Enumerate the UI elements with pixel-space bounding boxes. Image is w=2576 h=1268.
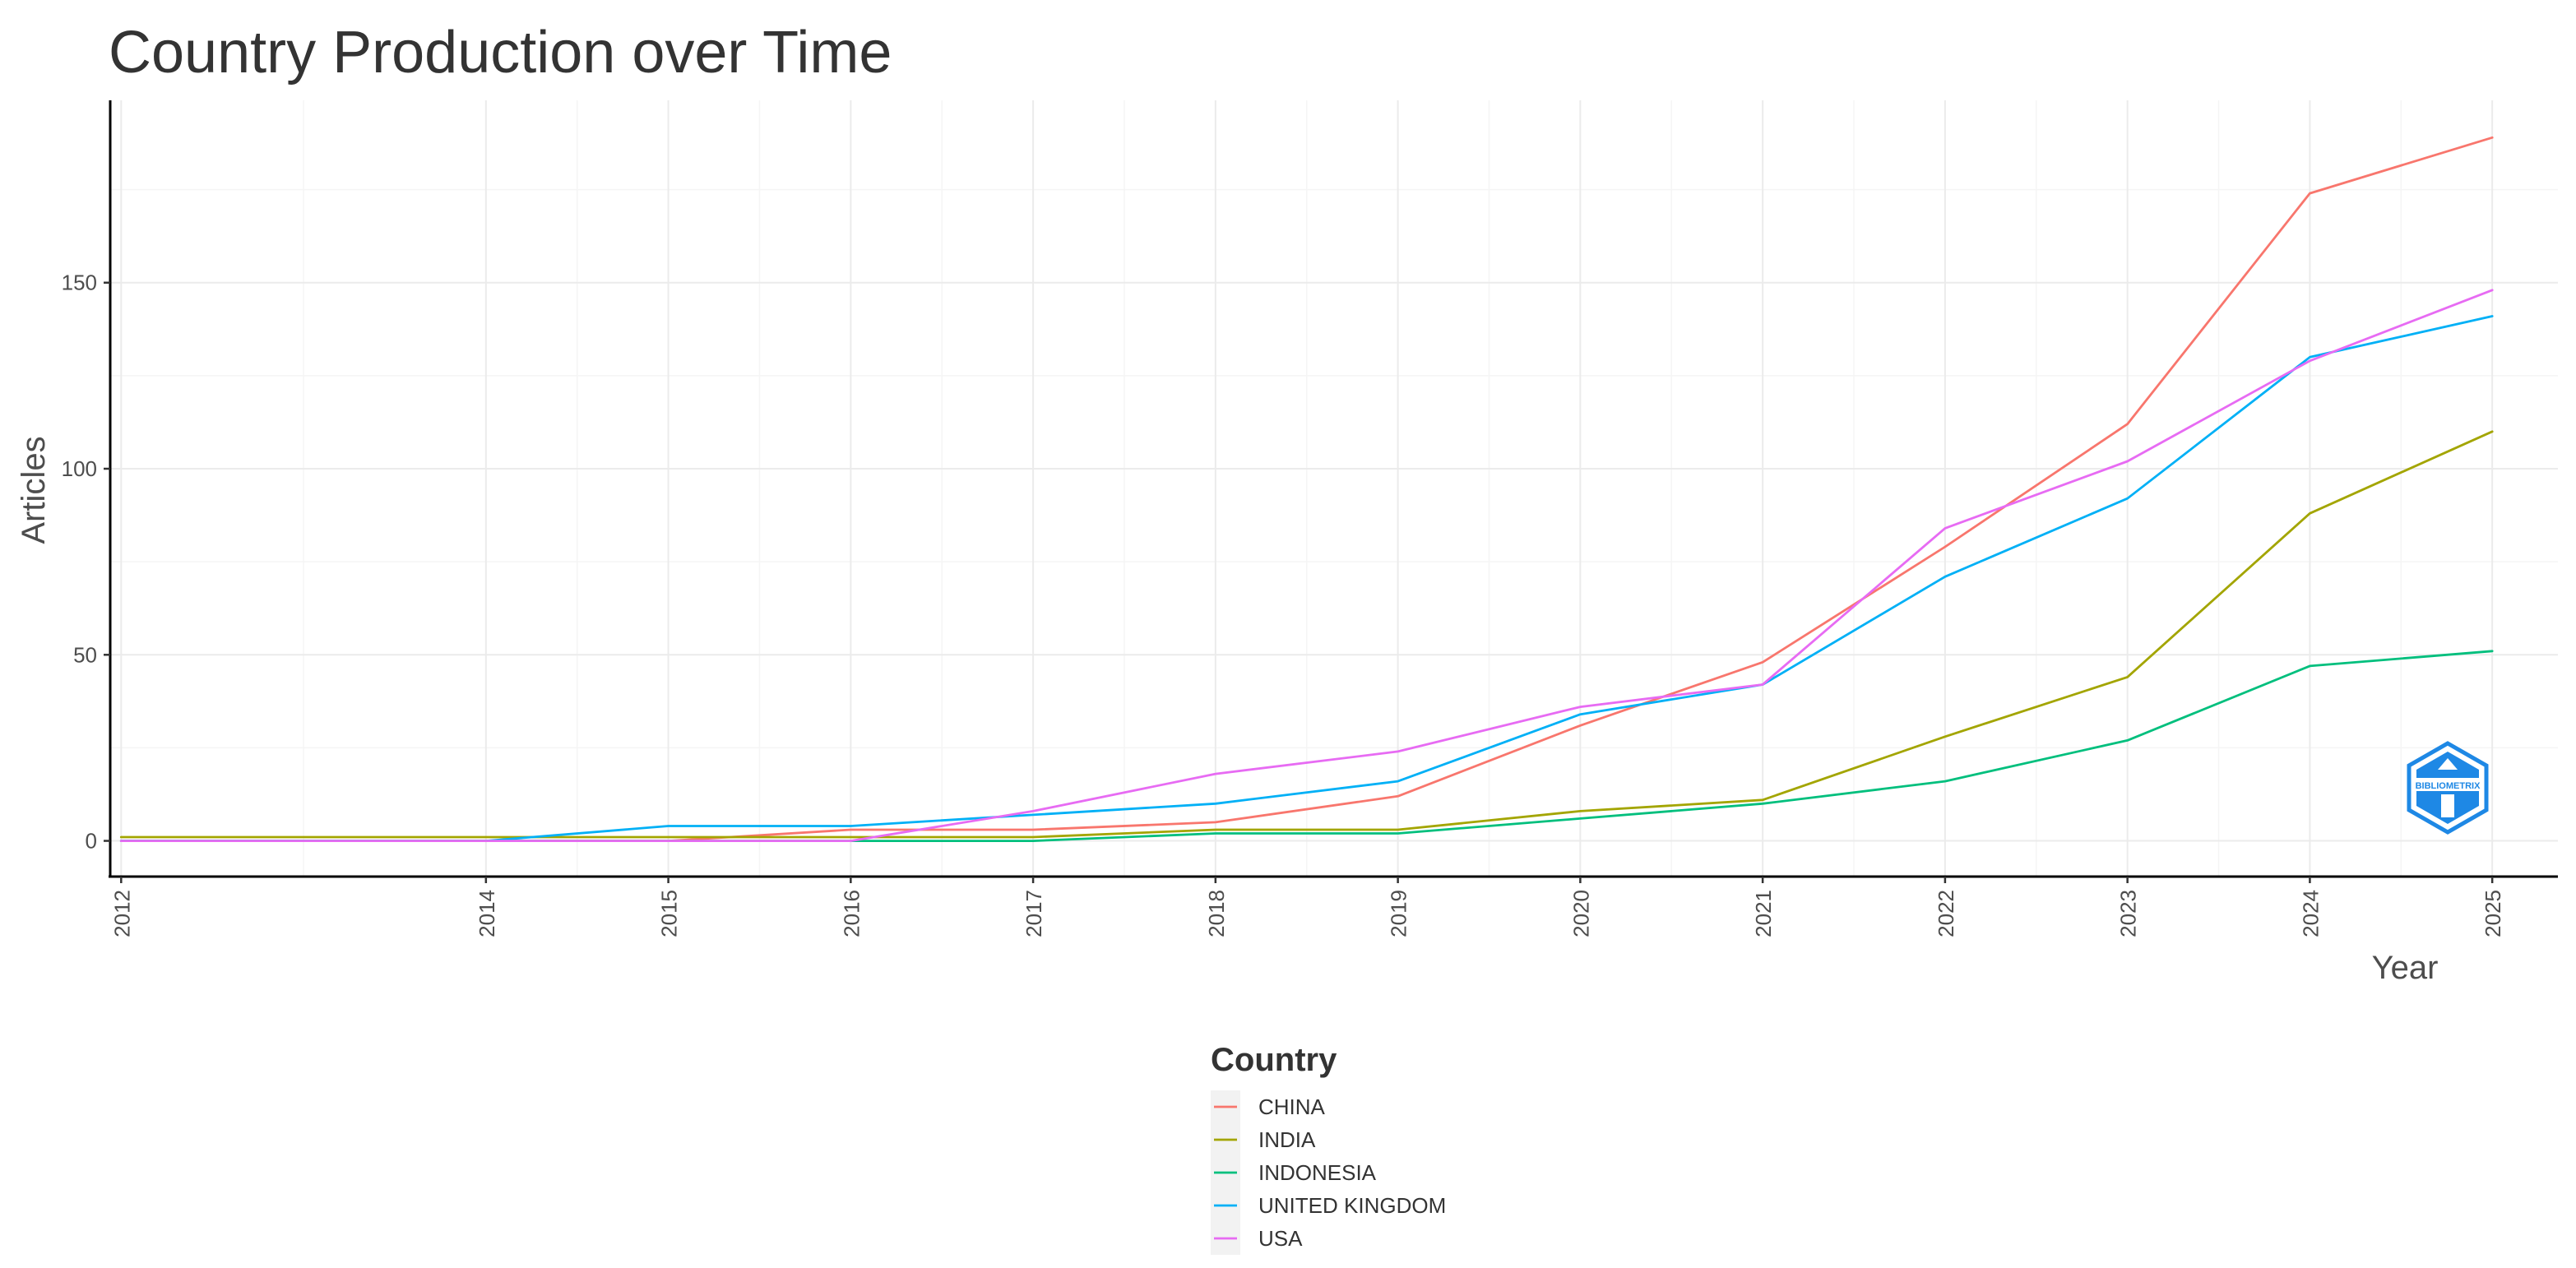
series-lines [119,136,2494,842]
legend: CHINA INDIA INDONESIA UNITED KINGDOM USA [1211,1090,1446,1255]
x-tick-label: 2014 [475,890,499,937]
series-line-united-kingdom [119,315,2494,842]
legend-label-india: INDIA [1258,1127,1316,1152]
logo-tower [2441,794,2454,817]
bibliometrix-logo: BIBLIOMETRIX [2407,741,2489,835]
series-line-usa [119,289,2494,842]
x-tick-label: 2020 [1568,890,1593,937]
y-tick-label: 50 [73,642,97,667]
y-axis-title: Articles [16,436,52,544]
x-tick-label: 2025 [2481,890,2505,937]
series-line-india [119,430,2494,839]
legend-label-china: CHINA [1258,1094,1326,1119]
y-tick-label: 150 [62,271,97,295]
legend-label-indonesia: INDONESIA [1258,1160,1377,1185]
logo-banner [2412,778,2484,791]
x-tick-label: 2024 [2298,890,2323,937]
x-tick-label: 2016 [839,890,864,937]
x-tick-label: 2023 [2116,890,2141,937]
legend-label-united-kingdom: UNITED KINGDOM [1258,1193,1446,1218]
y-tick-label: 0 [86,829,97,854]
plot-gridlines [110,100,2558,877]
chart-title: Country Production over Time [109,20,892,86]
legend-label-usa: USA [1258,1226,1303,1251]
x-tick-label: 2022 [1934,890,1958,937]
logo-tower-top [2438,758,2458,770]
y-axis-ticks: 0 50 100 150 [62,271,110,854]
x-axis-ticks: 2012 2014 2015 2016 2017 2018 2019 2020 2021 2022… [109,877,2505,937]
x-tick-label: 2018 [1204,890,1229,937]
x-tick-label: 2019 [1387,890,1411,937]
x-tick-label: 2017 [1022,890,1046,937]
x-tick-label: 2021 [1751,890,1776,937]
legend-title: Country [1211,1042,1337,1078]
x-axis-title: Year [2372,950,2439,986]
logo-text: BIBLIOMETRIX [2416,781,2481,791]
x-tick-label: 2015 [657,890,682,937]
y-tick-label: 100 [62,456,97,481]
x-tick-label: 2012 [109,890,134,937]
